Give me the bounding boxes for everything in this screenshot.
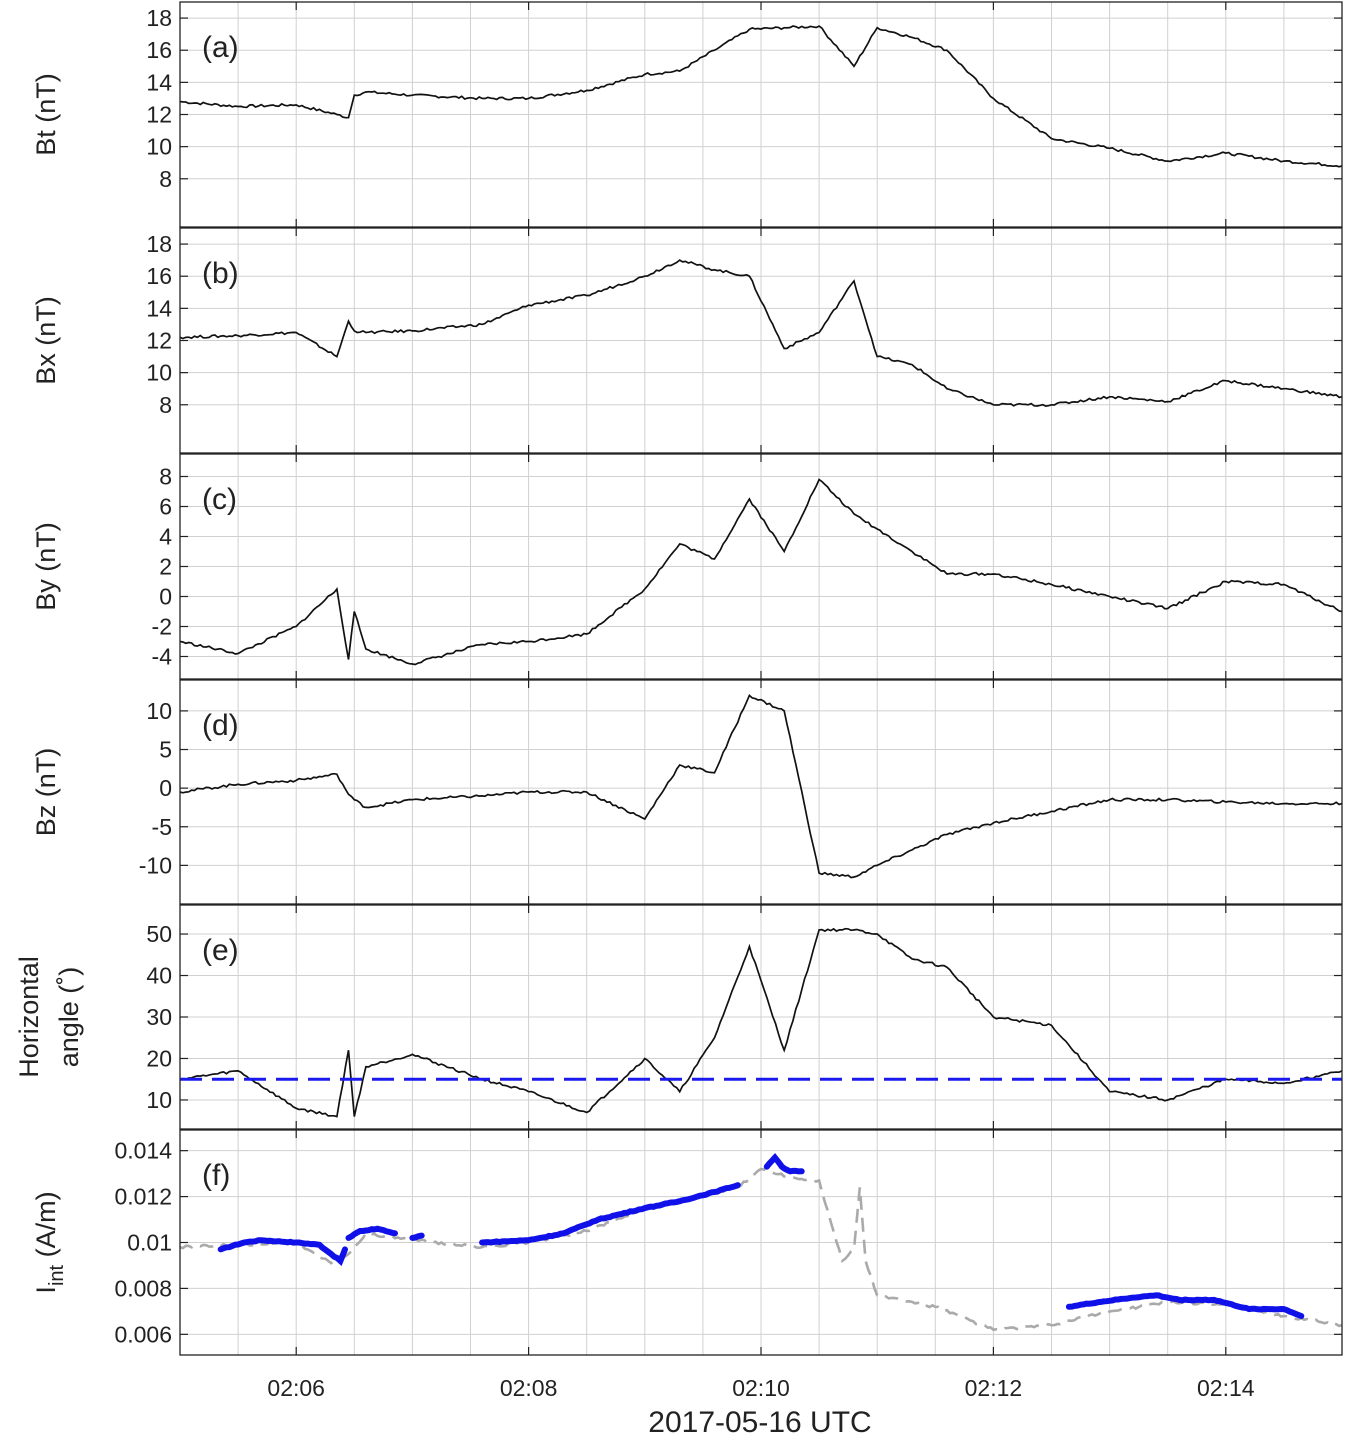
y-tick-label: 16 xyxy=(146,263,172,289)
y-tick-label: 0.006 xyxy=(114,1321,172,1347)
panel-d: -10 -5 0 5 10 (d) Bz (nT) xyxy=(31,679,1343,905)
panel-frame xyxy=(179,227,1343,454)
highlight-segment xyxy=(345,1225,398,1241)
y-tick-label: 12 xyxy=(146,328,172,354)
y-axis-label: angle (˚) xyxy=(54,967,84,1068)
y-tick-label: 10 xyxy=(146,134,172,160)
y-tick-label: -2 xyxy=(152,614,172,640)
panel-frame xyxy=(179,679,1343,905)
x-tick-label: 02:08 xyxy=(500,1375,558,1401)
highlight-segment xyxy=(217,1237,348,1266)
y-tick-label: 18 xyxy=(146,5,172,31)
y-tick-label: 14 xyxy=(146,69,172,95)
y-axis-label: Bz (nT) xyxy=(31,748,61,837)
y-tick-label: 14 xyxy=(146,295,172,321)
y-tick-label: 4 xyxy=(159,524,172,550)
data-line xyxy=(179,927,1343,1118)
y-tick-label: 0 xyxy=(159,775,172,801)
x-tick-label: 02:06 xyxy=(267,1375,325,1401)
y-tick-label: 16 xyxy=(146,37,172,63)
y-tick-label: 8 xyxy=(159,392,172,418)
y-tick-label: 50 xyxy=(146,921,172,947)
panel-frame xyxy=(179,453,1343,680)
x-axis: 02:06 02:08 02:10 02:12 02:14 xyxy=(267,1375,1254,1401)
panel-label: (d) xyxy=(202,709,239,742)
x-tick-label: 02:10 xyxy=(732,1375,790,1401)
x-axis-title: 2017-05-16 UTC xyxy=(648,1406,871,1439)
y-tick-label: 0.01 xyxy=(127,1230,172,1256)
panel-a: 8 10 12 14 16 18 (a) Bt (nT) xyxy=(31,1,1343,228)
y-tick-label: 8 xyxy=(159,166,172,192)
y-tick-label: 0.012 xyxy=(114,1184,172,1210)
data-line xyxy=(179,25,1343,168)
panel-b: 8 10 12 14 16 18 (b) Bx (nT) xyxy=(31,227,1343,454)
y-tick-label: 10 xyxy=(146,1087,172,1113)
y-tick-label: 18 xyxy=(146,231,172,257)
panels: 8 10 12 14 16 18 (a) Bt (nT) 8 10 12 14 16 18 (b) Bx (n… xyxy=(14,1,1343,1356)
highlight-segment xyxy=(409,1232,425,1241)
y-tick-label: -4 xyxy=(152,644,173,670)
panel-label: (e) xyxy=(202,934,239,967)
y-axis-label: By (nT) xyxy=(31,522,61,611)
panel-frame xyxy=(179,1,1343,228)
data-line xyxy=(179,478,1343,666)
panel-c: -4 -2 0 2 4 6 8 (c) By (nT) xyxy=(31,453,1343,680)
highlight-segment xyxy=(763,1153,805,1175)
panel-label: (b) xyxy=(202,257,239,290)
y-tick-label: 10 xyxy=(146,698,172,724)
y-tick-label: 0.008 xyxy=(114,1275,172,1301)
y-tick-label: 20 xyxy=(146,1045,172,1071)
y-tick-label: 2 xyxy=(159,554,172,580)
panel-e: 10 20 30 40 50 (e) Horizontal angle (˚) xyxy=(14,904,1343,1130)
y-axis-label: Horizontal xyxy=(14,956,44,1078)
highlight-segment xyxy=(1065,1292,1305,1319)
y-tick-label: 12 xyxy=(146,102,172,128)
x-tick-label: 02:12 xyxy=(965,1375,1023,1401)
panel-frame xyxy=(179,1129,1343,1356)
data-line xyxy=(179,693,1343,879)
y-tick-label: 0.014 xyxy=(114,1138,172,1164)
panel-label: (f) xyxy=(202,1159,230,1192)
x-tick-label: 02:14 xyxy=(1197,1375,1255,1401)
highlight-segment xyxy=(479,1182,741,1246)
y-tick-label: -5 xyxy=(152,814,172,840)
panel-frame xyxy=(179,904,1343,1130)
y-tick-label: 40 xyxy=(146,963,172,989)
y-tick-label: 6 xyxy=(159,494,172,520)
y-tick-label: -10 xyxy=(139,852,172,878)
panel-label: (a) xyxy=(202,31,239,64)
y-tick-label: 30 xyxy=(146,1004,172,1030)
y-tick-label: 10 xyxy=(146,360,172,386)
panel-f: 0.006 0.008 0.01 0.012 0.014 (f) Iint (A/m) xyxy=(31,1129,1343,1356)
panel-label: (c) xyxy=(202,483,237,516)
y-tick-label: 0 xyxy=(159,584,172,610)
y-tick-label: 8 xyxy=(159,464,172,490)
y-axis-label: Bx (nT) xyxy=(31,296,61,385)
data-line xyxy=(179,1167,1343,1332)
data-line xyxy=(179,259,1343,407)
y-tick-label: 5 xyxy=(159,737,172,763)
y-axis-label: Iint (A/m) xyxy=(31,1191,68,1293)
y-axis-label: Bt (nT) xyxy=(31,73,61,156)
